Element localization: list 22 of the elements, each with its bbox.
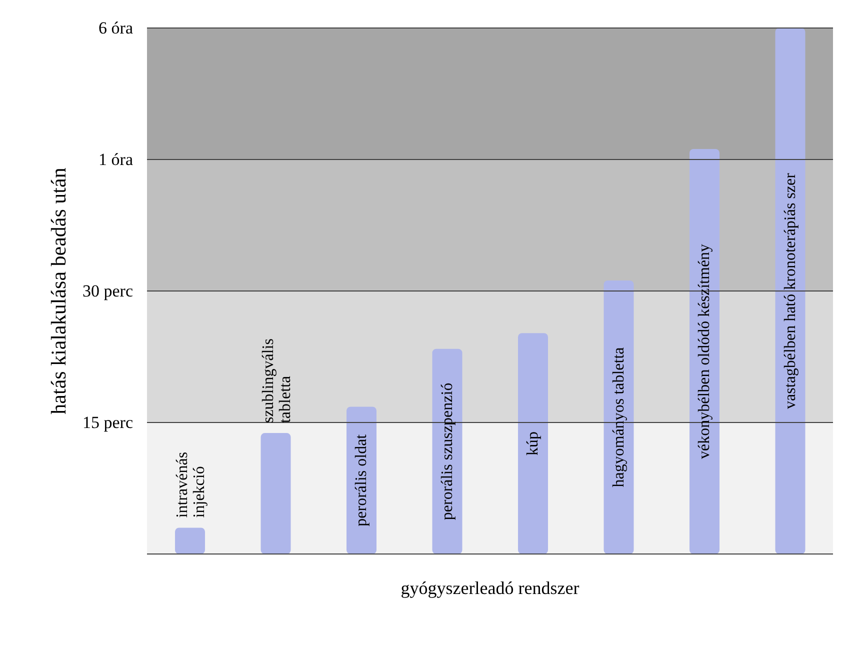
bar (346, 406, 376, 554)
x-tick-label: kúp (524, 432, 542, 456)
ref-line-label: 6 óra (98, 18, 134, 38)
x-tick-label: perorális szuszpenzió (438, 382, 456, 520)
y-axis-title: hatás kialakulása beadás után (46, 167, 70, 414)
x-tick-label: vastagbélben ható kronoterápiás szer (782, 172, 799, 409)
ref-line-label: 30 perc (82, 282, 134, 300)
x-tick-label: szublingvális tabletta (260, 338, 294, 424)
x-axis-title: gyógyszerleadó rendszer (400, 578, 580, 598)
bar (432, 348, 462, 554)
x-tick-label: vékonybélben oldódó készítmény (696, 244, 713, 460)
bar (260, 433, 291, 554)
bar (690, 148, 720, 554)
bar (175, 528, 205, 554)
bar (518, 333, 548, 554)
ref-line-label: 15 perc (82, 413, 134, 432)
x-tick-label: intravénás injekció (174, 452, 208, 518)
x-tick-label: perorális oldat (353, 434, 370, 526)
ref-line-label: 1 óra (98, 150, 134, 169)
x-tick-label: hagyományos tabletta (610, 347, 628, 488)
bar (775, 28, 806, 554)
bar (604, 280, 634, 554)
